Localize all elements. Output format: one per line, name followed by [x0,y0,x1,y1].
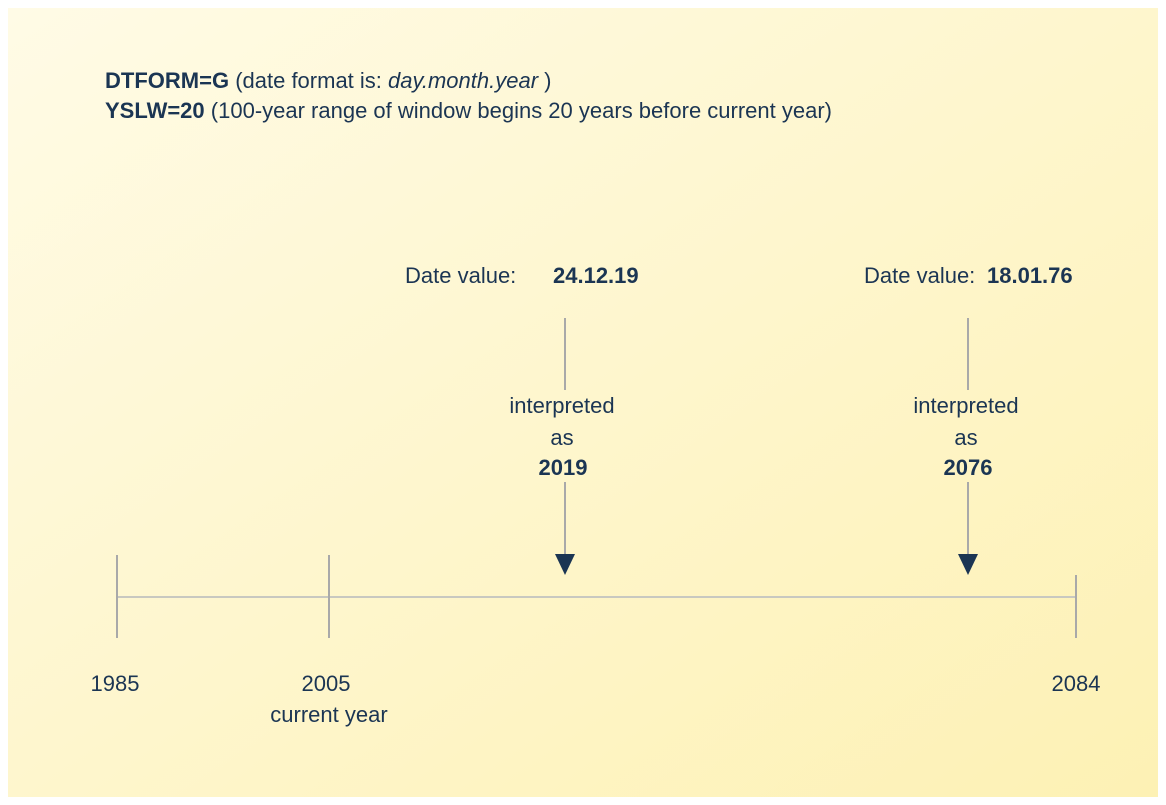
text: ) [544,68,551,93]
year: 2019 [539,455,588,480]
arrow-head [958,554,978,575]
year-label: 1985 [91,671,140,696]
year: 2076 [944,455,993,480]
date-label: Date value: [864,263,975,288]
header-line-2: YSLW=20 (100-year range of window begins… [105,98,832,123]
text: (date format is: [235,68,382,93]
date-value: 24.12.19 [553,263,639,288]
date-value: 18.01.76 [987,263,1073,288]
key: YSLW=20 [105,98,205,123]
key: DTFORM=G [105,68,229,93]
year-label: 2084 [1052,671,1101,696]
text: (100-year range of window begins 20 year… [211,98,832,123]
arrow-head [555,554,575,575]
year-note: current year [270,702,387,727]
date-label: Date value: [405,263,516,288]
header-line-1: DTFORM=G (date format is: day.month.year… [105,68,552,93]
year-label: 2005 [302,671,351,696]
note: interpreted [509,393,614,418]
note: as [550,425,573,450]
format: day.month.year [388,68,540,93]
background [8,8,1158,797]
note: as [954,425,977,450]
note: interpreted [913,393,1018,418]
